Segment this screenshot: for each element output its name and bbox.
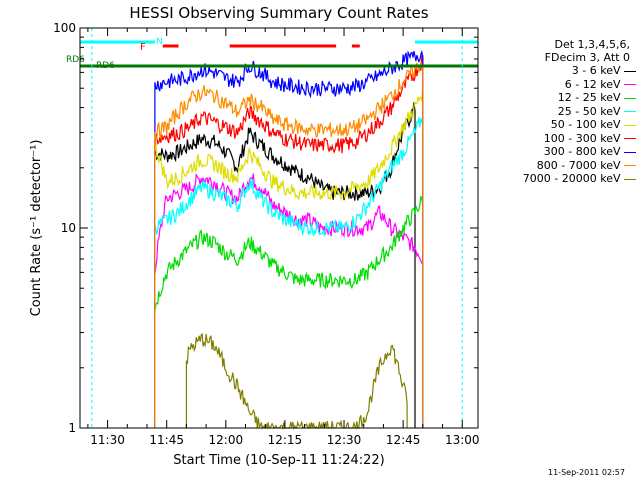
flag-label-f: F xyxy=(140,42,146,53)
x-tick-label-1: 11:45 xyxy=(149,433,184,447)
legend-entry: 6 - 12 keV xyxy=(565,78,636,91)
legend-entry: 3 - 6 keV xyxy=(572,64,636,77)
legend-swatch xyxy=(624,165,636,166)
series-line-7 xyxy=(154,61,424,428)
x-axis-label: Start Time (10-Sep-11 11:24:22) xyxy=(173,453,384,468)
series-line-1 xyxy=(154,172,424,428)
series-line-6 xyxy=(154,49,424,428)
legend-swatch xyxy=(624,178,636,180)
x-tick-label-4: 12:30 xyxy=(327,433,362,447)
series-line-0 xyxy=(154,102,416,428)
chart-title: HESSI Observing Summary Count Rates xyxy=(129,4,428,22)
legend-entry: 7000 - 20000 keV xyxy=(523,172,636,185)
legend-swatch xyxy=(624,70,636,72)
x-tick-label-3: 12:15 xyxy=(268,433,303,447)
legend-header-line: Det 1,3,4,5,6, xyxy=(554,38,630,51)
flag-label-n: N xyxy=(156,37,163,47)
legend-entry: 100 - 300 keV xyxy=(544,132,636,145)
legend-header-line: FDecim 3, Att 0 xyxy=(544,51,630,64)
legend-entry: 300 - 800 keV xyxy=(544,145,636,158)
legend-entry: 12 - 25 keV xyxy=(558,91,636,104)
series-line-2 xyxy=(154,195,424,428)
legend-swatch xyxy=(624,84,636,85)
legend-swatch xyxy=(624,138,636,139)
flag-label-rd6-left: RD6 xyxy=(66,55,85,65)
legend-entry-label: 25 - 50 keV xyxy=(557,104,624,118)
x-tick-label-0: 11:30 xyxy=(90,433,125,447)
series-line-3 xyxy=(154,116,424,428)
series-line-4 xyxy=(154,84,424,428)
legend-entry-label: 300 - 800 keV xyxy=(543,145,624,158)
y-tick-label-0: 1 xyxy=(68,421,76,435)
legend-swatch xyxy=(624,111,636,112)
legend-entry-label: 800 - 7000 keV xyxy=(536,158,624,172)
legend-swatch xyxy=(624,151,636,153)
flag-label-rd6: RD6 xyxy=(96,61,115,71)
x-tick-label-5: 12:45 xyxy=(386,433,421,447)
series-line-8 xyxy=(185,332,408,431)
x-tick-label-2: 12:00 xyxy=(209,433,244,447)
legend-swatch xyxy=(624,124,636,126)
y-axis-label: Count Rate (s⁻¹ detector⁻¹) xyxy=(29,140,44,317)
series-line-5 xyxy=(154,55,424,428)
legend-entry-label: 50 - 100 keV xyxy=(550,118,624,131)
plot-frame xyxy=(79,27,479,429)
legend-entry-label: 6 - 12 keV xyxy=(564,77,624,91)
legend-entry: 25 - 50 keV xyxy=(558,105,636,118)
x-tick-label-6: 13:00 xyxy=(445,433,480,447)
legend-entry: 50 - 100 keV xyxy=(551,118,636,131)
footer-timestamp: 11-Sep-2011 02:57 xyxy=(548,468,625,477)
y-tick-label-1: 10 xyxy=(61,221,76,235)
legend-entry-label: 7000 - 20000 keV xyxy=(522,172,624,185)
legend-entry-label: 100 - 300 keV xyxy=(543,131,624,145)
legend-entry-label: 3 - 6 keV xyxy=(571,64,624,77)
legend-swatch xyxy=(624,97,636,99)
legend-entry-label: 12 - 25 keV xyxy=(557,91,624,104)
y-tick-label-2: 100 xyxy=(53,21,76,35)
legend-entry: 800 - 7000 keV xyxy=(537,159,636,172)
